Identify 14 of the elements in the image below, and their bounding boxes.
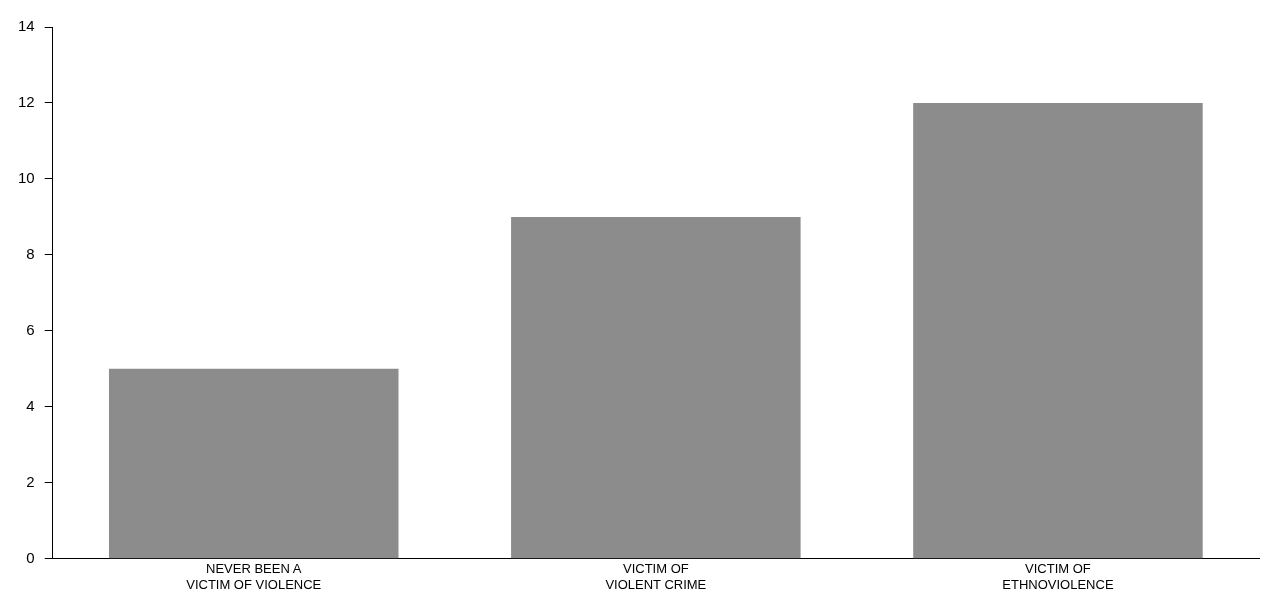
- x-tick-label: NEVER BEEN A VICTIM OF VIOLENCE: [186, 561, 322, 592]
- y-tick-label: 6: [26, 321, 35, 339]
- y-tick-label: 10: [18, 169, 35, 187]
- y-tick-label: 12: [18, 93, 35, 111]
- bar: [511, 216, 801, 559]
- x-tick-label: VICTIM OF ETHNOVIOLENCE: [1002, 561, 1114, 592]
- y-tick-label: 2: [26, 472, 35, 490]
- y-tick-label: 14: [18, 17, 35, 35]
- y-tick-label: 0: [26, 548, 35, 566]
- bar: [108, 368, 399, 559]
- bar: [913, 102, 1203, 559]
- y-tick-label: 8: [26, 245, 35, 263]
- y-tick-label: 4: [26, 397, 35, 414]
- x-tick-label: VICTIM OF VIOLENT CRIME: [605, 561, 707, 592]
